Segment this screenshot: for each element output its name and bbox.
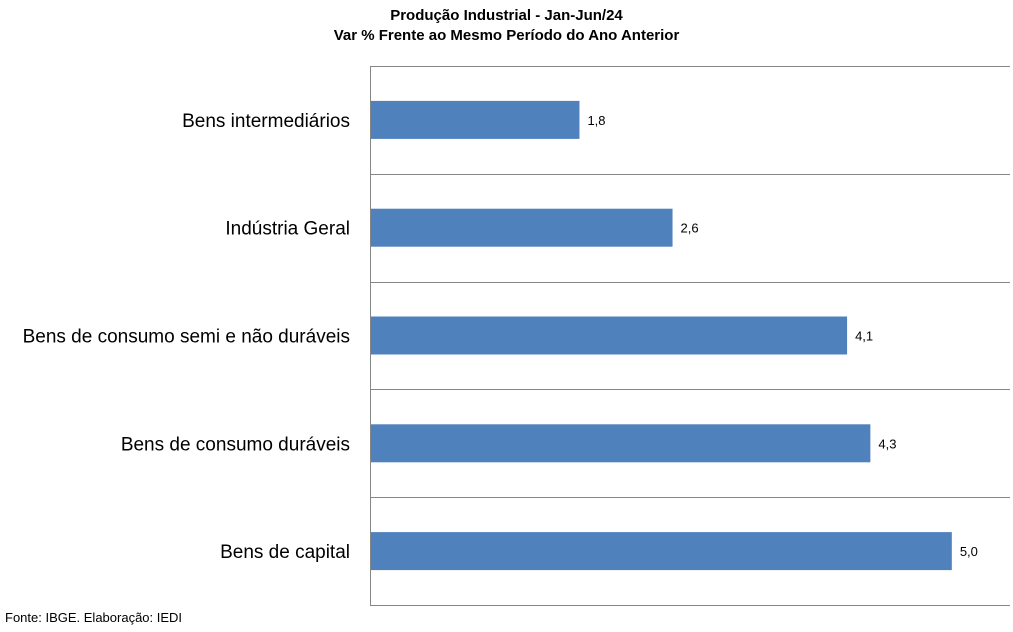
bars bbox=[370, 100, 952, 571]
category-label: Indústria Geral bbox=[225, 219, 350, 240]
data-label: 2,6 bbox=[681, 221, 699, 236]
chart-subtitle: Var % Frente ao Mesmo Período do Ano Ant… bbox=[333, 27, 680, 44]
bar bbox=[370, 532, 952, 571]
category-labels: Bens intermediários Indústria Geral Bens d… bbox=[23, 111, 350, 563]
grid-lines bbox=[370, 66, 1010, 498]
category-label: Bens de capital bbox=[220, 542, 350, 563]
bar bbox=[370, 208, 673, 247]
source-note: Fonte: IBGE. Elaboração: IEDI bbox=[5, 610, 183, 625]
data-labels: 1,8 2,6 4,1 4,3 5,0 bbox=[587, 113, 977, 559]
chart-title-block: Produção Industrial - Jan-Jun/24 Var % F… bbox=[0, 6, 1013, 46]
data-label: 1,8 bbox=[587, 113, 605, 128]
bar bbox=[370, 100, 580, 139]
data-label: 4,3 bbox=[878, 436, 896, 451]
category-label: Bens de consumo semi e não duráveis bbox=[23, 327, 350, 348]
bar bbox=[370, 424, 871, 463]
bar bbox=[370, 316, 848, 355]
data-label: 4,1 bbox=[855, 329, 873, 344]
category-label: Bens de consumo duráveis bbox=[121, 434, 350, 455]
category-label: Bens intermediários bbox=[182, 111, 350, 132]
axes bbox=[370, 66, 1010, 606]
chart-title: Produção Industrial - Jan-Jun/24 bbox=[390, 7, 623, 24]
data-label: 5,0 bbox=[960, 544, 978, 559]
